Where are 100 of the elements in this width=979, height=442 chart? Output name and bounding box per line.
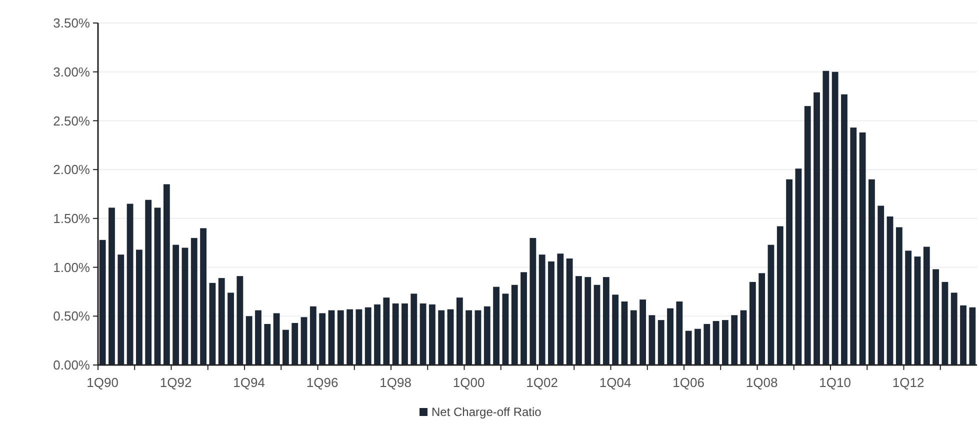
bar xyxy=(621,301,628,365)
x-tick-label: 1Q94 xyxy=(233,375,265,390)
bar xyxy=(429,304,436,365)
bar xyxy=(282,330,289,365)
bar xyxy=(145,200,152,365)
bar xyxy=(292,322,298,365)
bar xyxy=(584,277,592,365)
x-tick-label: 1Q12 xyxy=(892,375,924,390)
bar xyxy=(658,320,664,365)
x-tick-label: 1Q92 xyxy=(160,375,192,390)
bar xyxy=(602,277,610,365)
bar xyxy=(474,310,482,365)
bar xyxy=(163,184,170,365)
bar xyxy=(758,273,766,365)
bar xyxy=(466,310,472,365)
bar xyxy=(685,330,692,365)
bar xyxy=(932,269,939,365)
bar xyxy=(640,300,646,365)
bar xyxy=(273,313,280,365)
x-tick-label: 1Q08 xyxy=(746,375,778,390)
bar xyxy=(942,282,948,365)
bar xyxy=(310,306,316,365)
x-tick-label: 1Q06 xyxy=(672,375,704,390)
bar xyxy=(218,278,225,365)
bar xyxy=(228,292,234,365)
bar xyxy=(960,305,966,365)
x-tick-label: 1Q90 xyxy=(86,375,118,390)
bar xyxy=(209,282,216,365)
y-tick-label: 0.50% xyxy=(53,308,90,324)
bar xyxy=(612,294,619,365)
bar xyxy=(502,294,509,365)
legend-label: Net Charge-off Ratio xyxy=(432,405,542,419)
bar xyxy=(383,298,390,365)
bar xyxy=(484,306,490,365)
bar xyxy=(722,320,728,365)
x-tick-label: 1Q10 xyxy=(819,375,851,390)
x-tick-label: 1Q00 xyxy=(452,375,485,390)
y-tick-label: 3.00% xyxy=(53,64,90,80)
bar xyxy=(99,240,106,365)
bar xyxy=(126,204,134,365)
bar xyxy=(154,208,161,365)
bar xyxy=(410,294,418,365)
bar xyxy=(886,216,894,365)
y-tick-label: 1.00% xyxy=(53,260,90,275)
bar xyxy=(676,301,683,365)
bar xyxy=(337,310,344,365)
bar xyxy=(374,304,380,365)
bar xyxy=(795,168,802,365)
x-tick-label: 1Q98 xyxy=(380,375,412,390)
bar xyxy=(264,324,271,365)
bar xyxy=(804,106,811,365)
bar xyxy=(319,313,326,365)
bar xyxy=(859,132,866,365)
bar xyxy=(740,310,747,365)
bar xyxy=(420,303,426,365)
bar xyxy=(704,324,710,365)
bar xyxy=(118,254,124,365)
bar xyxy=(236,276,244,365)
bar xyxy=(841,94,848,365)
x-tick-label: 1Q04 xyxy=(599,375,632,390)
y-tick-label: 0.00% xyxy=(53,358,90,373)
bar xyxy=(694,328,701,365)
bar xyxy=(822,70,830,365)
bar xyxy=(438,310,445,365)
bar xyxy=(172,244,180,365)
x-tick-label: 1Q02 xyxy=(526,375,558,390)
bar xyxy=(108,208,115,365)
bar xyxy=(868,179,875,365)
bar xyxy=(914,256,921,365)
bar xyxy=(950,292,958,365)
bar xyxy=(923,246,930,365)
bar xyxy=(447,309,454,365)
bar xyxy=(530,238,536,365)
bar xyxy=(630,310,637,365)
bar xyxy=(969,307,976,365)
bar xyxy=(667,308,674,365)
y-tick-label: 3.50% xyxy=(53,16,90,31)
bar xyxy=(346,309,353,365)
bar xyxy=(786,179,792,365)
bar xyxy=(905,250,912,365)
bar xyxy=(182,248,188,365)
bar xyxy=(136,250,142,365)
y-tick-label: 2.00% xyxy=(53,162,90,178)
bar xyxy=(538,254,546,365)
bar xyxy=(511,284,518,365)
bar xyxy=(392,303,399,365)
bar xyxy=(246,316,252,365)
bar xyxy=(402,303,408,365)
bar xyxy=(814,92,820,365)
bar xyxy=(749,282,756,365)
bar xyxy=(731,315,738,365)
bar xyxy=(832,72,838,365)
bar xyxy=(712,321,720,365)
bar xyxy=(576,276,582,365)
bar xyxy=(648,315,656,365)
bar xyxy=(566,258,573,365)
bar xyxy=(356,309,362,365)
bar xyxy=(776,226,784,365)
bar xyxy=(594,284,600,365)
bar xyxy=(896,227,902,365)
